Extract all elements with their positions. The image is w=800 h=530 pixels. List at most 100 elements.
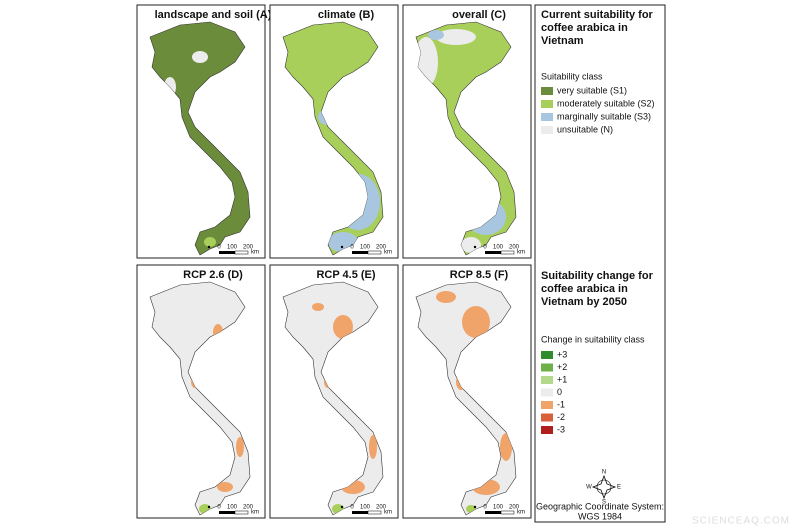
legend-swatch: [541, 388, 553, 397]
scale-label: 200: [243, 245, 254, 251]
legend-label: +2: [557, 362, 567, 372]
compass-e: E: [617, 485, 621, 491]
class-area: [236, 437, 244, 457]
scale-bar: [500, 250, 515, 255]
crs-note: WGS 1984: [578, 511, 622, 521]
class-area: [217, 482, 233, 492]
legend-title: Current suitability for: [541, 9, 654, 21]
north-dot: [473, 505, 477, 509]
legend-swatch: [541, 413, 553, 422]
scale-label: 100: [360, 505, 371, 511]
scale-label: 0: [350, 505, 354, 511]
class-area: [461, 237, 481, 253]
legend-label: 0: [557, 387, 562, 397]
legend-swatch: [541, 376, 553, 384]
scale-bar: [352, 251, 368, 254]
scale-label: 0: [350, 245, 354, 251]
map: [415, 281, 517, 516]
scale-bar: [367, 510, 382, 515]
scale-label: 100: [493, 245, 504, 251]
scale-unit: km: [517, 250, 525, 256]
scale-unit: km: [251, 510, 259, 516]
legend-swatch: [541, 363, 553, 372]
compass-s: S: [602, 500, 606, 506]
scale-label: 0: [483, 245, 487, 251]
panel-title: landscape and soil (A): [155, 9, 272, 21]
north-dot: [207, 505, 211, 509]
scale-label: 100: [227, 245, 238, 251]
map-classes: [436, 291, 512, 513]
legend-label: -3: [557, 424, 565, 434]
legend-title: Suitability change for: [541, 270, 654, 282]
legend-title: Vietnam by 2050: [541, 296, 627, 308]
class-area: [436, 291, 456, 303]
north-dot: [340, 505, 344, 509]
scale-bar: [485, 511, 501, 514]
scale-unit: km: [251, 250, 259, 256]
scale-label: 0: [483, 505, 487, 511]
legend-swatch: [541, 113, 553, 121]
scale-unit: km: [384, 250, 392, 256]
scale-label: 100: [227, 505, 238, 511]
panel-title: RCP 2.6 (D): [183, 269, 243, 281]
legend-label: -1: [557, 399, 565, 409]
class-area: [204, 237, 216, 247]
legend-swatch: [541, 100, 553, 108]
north-dot: [207, 245, 211, 249]
compass-ring: [596, 479, 612, 495]
compass-w: W: [586, 485, 592, 491]
legend-label: +3: [557, 349, 567, 359]
scale-bar: [367, 250, 382, 255]
watermark: SCIENCEAQ.COM: [692, 516, 790, 527]
scale-label: 100: [360, 245, 371, 251]
legend-swatch: [541, 87, 553, 95]
panel-title: climate (B): [318, 9, 375, 21]
scale-unit: km: [384, 510, 392, 516]
legend-swatch: [541, 426, 553, 434]
legend-swatch: [541, 351, 553, 359]
legend-title: coffee arabica in: [541, 22, 628, 34]
class-area: [436, 29, 476, 45]
legend-label: very suitable (S1): [557, 85, 627, 95]
panel-title: RCP 8.5 (F): [450, 269, 509, 281]
scale-bar: [500, 510, 515, 515]
legend-label: marginally suitable (S3): [557, 111, 651, 121]
legend-title: Vietnam: [541, 35, 584, 47]
scale-bar: [234, 510, 249, 515]
scale-label: 0: [217, 505, 221, 511]
legend-label: +1: [557, 374, 567, 384]
scale-bar: [234, 250, 249, 255]
scale-bar: [219, 251, 235, 254]
legend-box: [534, 4, 666, 523]
class-area: [369, 435, 377, 459]
legend-label: moderately suitable (S2): [557, 98, 655, 108]
scale-bar: [485, 251, 501, 254]
scale-label: 200: [376, 505, 387, 511]
class-area: [192, 51, 208, 63]
compass-rose: [591, 474, 617, 500]
class-area: [312, 303, 324, 311]
class-area: [500, 433, 512, 461]
scale-label: 200: [376, 245, 387, 251]
north-dot: [340, 245, 344, 249]
legend-subtitle: Suitability class: [541, 71, 603, 81]
legend-label: -2: [557, 412, 565, 422]
scale-label: 200: [243, 505, 254, 511]
class-area: [462, 306, 490, 338]
class-area: [428, 30, 444, 40]
scale-label: 100: [493, 505, 504, 511]
panel-title: RCP 4.5 (E): [316, 269, 375, 281]
scale-label: 200: [509, 505, 520, 511]
legend-swatch: [541, 126, 553, 134]
scale-bar: [219, 511, 235, 514]
scale-bar: [352, 511, 368, 514]
panel-title: overall (C): [452, 9, 506, 21]
legend-label: unsuitable (N): [557, 124, 613, 134]
